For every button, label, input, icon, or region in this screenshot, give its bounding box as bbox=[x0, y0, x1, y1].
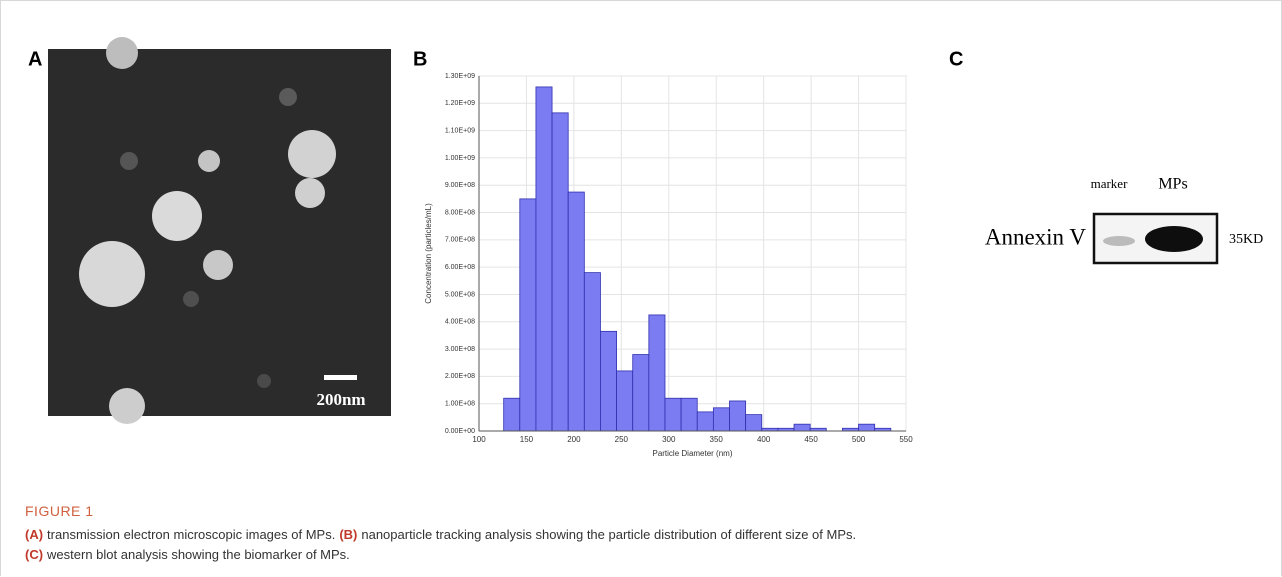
y-tick-label: 7.00E+08 bbox=[445, 237, 475, 244]
particle bbox=[295, 178, 325, 208]
caption-body: western blot analysis showing the biomar… bbox=[47, 547, 350, 562]
y-tick-label: 1.00E+08 bbox=[445, 401, 475, 408]
scale-bar bbox=[324, 375, 357, 380]
bar bbox=[632, 354, 650, 432]
tem-background bbox=[48, 49, 391, 416]
band bbox=[1103, 236, 1135, 246]
band bbox=[1145, 226, 1203, 252]
particle bbox=[79, 241, 145, 307]
x-tick-label: 150 bbox=[520, 435, 534, 444]
particle bbox=[183, 291, 199, 307]
x-axis-title: Particle Diameter (nm) bbox=[652, 449, 732, 458]
bar bbox=[567, 191, 585, 432]
bar bbox=[551, 112, 569, 432]
y-tick-label: 8.00E+08 bbox=[445, 209, 475, 216]
caption-label: (B) bbox=[339, 527, 358, 542]
x-tick-label: 350 bbox=[710, 435, 724, 444]
y-tick-label: 3.00E+08 bbox=[445, 346, 475, 353]
panel-label: B bbox=[413, 48, 427, 70]
y-tick-label: 9.00E+08 bbox=[445, 182, 475, 189]
bar bbox=[616, 370, 634, 432]
x-tick-label: 100 bbox=[472, 435, 486, 444]
caption-part: (C) western blot analysis showing the bio… bbox=[25, 547, 354, 562]
particle bbox=[257, 374, 271, 388]
bar bbox=[745, 414, 763, 432]
caption: FIGURE 1 (A) transmission electron micros… bbox=[25, 501, 1265, 565]
caption-label: (A) bbox=[25, 527, 44, 542]
particle bbox=[106, 37, 138, 69]
caption-part: (A) transmission electron microscopic ima… bbox=[25, 527, 339, 542]
particle bbox=[203, 250, 233, 280]
bar bbox=[503, 397, 521, 432]
size-label: 35KD bbox=[1229, 232, 1263, 247]
caption-body: transmission electron microscopic images… bbox=[47, 527, 336, 542]
particle bbox=[198, 150, 220, 172]
western-blot: marker MPs Annexin V 35KD bbox=[985, 176, 1263, 265]
x-tick-label: 300 bbox=[662, 435, 676, 444]
bar bbox=[519, 198, 537, 432]
x-tick-label: 200 bbox=[567, 435, 581, 444]
y-tick-label: 5.00E+08 bbox=[445, 291, 475, 298]
particle bbox=[109, 388, 145, 424]
protein-label: Annexin V bbox=[985, 224, 1087, 249]
particle bbox=[288, 130, 336, 178]
bar bbox=[858, 423, 876, 432]
y-tick-label: 1.10E+09 bbox=[445, 127, 475, 134]
y-tick-label: 1.20E+09 bbox=[445, 100, 475, 107]
figure: A B C 200nm marker MPs Annexin V 35KD 0.… bbox=[28, 37, 1263, 458]
bar bbox=[712, 407, 730, 432]
bar bbox=[729, 400, 747, 432]
caption-text: (A) transmission electron microscopic ima… bbox=[25, 525, 1265, 565]
y-tick-label: 2.00E+08 bbox=[445, 373, 475, 380]
y-tick-label: 1.30E+09 bbox=[445, 73, 475, 80]
x-tick-label: 400 bbox=[757, 435, 771, 444]
x-tick-label: 500 bbox=[852, 435, 866, 444]
particle bbox=[152, 191, 202, 241]
caption-body: nanoparticle tracking analysis showing t… bbox=[361, 527, 857, 542]
caption-label: (C) bbox=[25, 547, 44, 562]
y-tick-label: 4.00E+08 bbox=[445, 319, 475, 326]
caption-part: (B) nanoparticle tracking analysis showin… bbox=[339, 527, 860, 542]
particle bbox=[279, 88, 297, 106]
figure-number: FIGURE 1 bbox=[25, 503, 94, 519]
bar bbox=[648, 314, 666, 432]
bar bbox=[680, 397, 698, 432]
tem-image: 200nm bbox=[48, 37, 391, 424]
x-tick-label: 450 bbox=[804, 435, 818, 444]
y-axis-title: Concentration (particles/mL) bbox=[424, 203, 433, 304]
panel-label: C bbox=[949, 48, 963, 70]
lane-label: marker bbox=[1091, 176, 1128, 191]
bar bbox=[535, 86, 553, 432]
y-tick-label: 6.00E+08 bbox=[445, 264, 475, 271]
bar bbox=[793, 423, 811, 432]
y-tick-label: 0.00E+00 bbox=[445, 428, 475, 435]
bar bbox=[664, 397, 682, 432]
scale-bar-label: 200nm bbox=[316, 390, 365, 409]
x-tick-label: 550 bbox=[899, 435, 913, 444]
particle bbox=[120, 152, 138, 170]
bar bbox=[583, 272, 601, 432]
bar bbox=[600, 330, 617, 432]
y-tick-label: 1.00E+09 bbox=[445, 155, 475, 162]
x-tick-label: 250 bbox=[615, 435, 629, 444]
lane-label: MPs bbox=[1158, 176, 1187, 193]
bar bbox=[696, 411, 714, 432]
panel-label: A bbox=[28, 48, 42, 70]
